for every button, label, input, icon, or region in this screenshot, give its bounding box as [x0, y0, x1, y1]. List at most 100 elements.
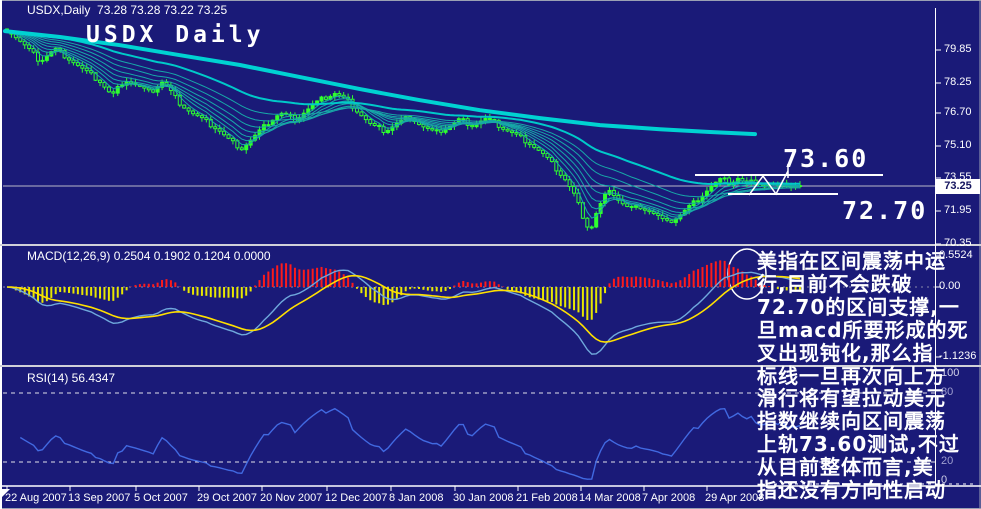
- date-label: 5 Oct 2007: [134, 492, 188, 504]
- support-level-label: 72.70: [842, 196, 928, 225]
- candle-body: [230, 137, 235, 142]
- annotation-line: 标线一旦再次向上方: [757, 363, 946, 388]
- price-tick-label: 79.85: [944, 43, 972, 55]
- candle-body: [572, 185, 577, 194]
- rsi-level-label: 80: [941, 386, 954, 398]
- annotation-line: 滑行将有望拉动美元: [757, 386, 946, 411]
- analysis-annotation-text: 美指在区间震荡中运 行,目前不会跌破 72.70的区间支撑,一 旦macd所要形成的死…: [757, 250, 981, 502]
- candle-body: [195, 113, 200, 117]
- zigzag-annotation: [748, 170, 789, 196]
- candle-body: [75, 62, 80, 66]
- candle-body: [217, 128, 222, 132]
- candle-body: [182, 104, 187, 109]
- rsi-level-label: 20: [941, 455, 954, 467]
- candle-body: [665, 218, 670, 221]
- macd-main-line: [6, 269, 801, 355]
- candle-body: [425, 126, 430, 129]
- moving-average-mid-line: [6, 30, 800, 186]
- candle-body: [487, 118, 492, 121]
- candle-body: [31, 48, 36, 53]
- current-price-tag: 73.25: [936, 179, 980, 194]
- candle-body: [208, 119, 213, 128]
- resistance-level-label: 73.60: [783, 144, 869, 173]
- candle-body: [549, 156, 554, 162]
- candle-body: [385, 129, 390, 134]
- candle-body: [523, 135, 528, 144]
- candle-body: [461, 118, 466, 121]
- candle-body: [204, 117, 209, 121]
- date-label: 22 Aug 2007: [5, 492, 67, 504]
- candle-body: [67, 57, 72, 61]
- candle-body: [625, 203, 630, 207]
- candle-body: [501, 126, 506, 130]
- date-label: 30 Jan 2008: [453, 492, 514, 504]
- rsi-line: [19, 407, 801, 480]
- candle-body: [390, 126, 395, 131]
- date-label: 13 Sep 2007: [68, 492, 131, 504]
- candle-body: [527, 142, 532, 146]
- annotation-line: 指数继续向区间震荡: [757, 409, 946, 434]
- moving-average-line: [6, 31, 800, 210]
- candle-body: [704, 190, 709, 197]
- candle-body: [368, 119, 373, 124]
- candle-body: [332, 92, 337, 97]
- moving-average-line: [6, 31, 800, 214]
- date-label: 20 Nov 2007: [260, 492, 323, 504]
- candle-body: [191, 110, 196, 115]
- candle-body: [696, 200, 701, 203]
- macd-tick-label: 0.5524: [939, 249, 973, 261]
- candle-body: [709, 185, 714, 192]
- candle-body: [89, 70, 94, 74]
- candle-body: [98, 79, 103, 83]
- candle-body: [629, 205, 634, 208]
- date-label: 12 Dec 2007: [325, 492, 388, 504]
- candle-body: [372, 122, 377, 126]
- annotation-line: 从目前整体而言,美: [757, 455, 934, 480]
- candle-body: [323, 96, 328, 100]
- candle-body: [545, 152, 550, 158]
- candle-body: [102, 81, 107, 88]
- moving-average-line: [6, 31, 800, 198]
- date-label: 8 Jan 2008: [389, 492, 444, 504]
- candle-body: [222, 130, 227, 136]
- candle-body: [718, 178, 723, 183]
- candle-body: [536, 146, 541, 151]
- macd-tick-label: 0.00: [939, 280, 961, 292]
- candle-body: [607, 189, 612, 195]
- candle-body: [594, 212, 599, 228]
- candle-body: [80, 64, 85, 69]
- price-tick-label: 71.95: [944, 204, 972, 216]
- candle-body: [722, 177, 727, 180]
- candle-body: [266, 124, 271, 127]
- candle-body: [651, 211, 656, 214]
- scroll-left-indicator-icon: [2, 489, 10, 497]
- candle-body: [727, 177, 732, 186]
- macd-indicator-label: MACD(12,26,9) 0.2504 0.1902 0.1204 0.000…: [27, 249, 271, 263]
- candle-body: [558, 170, 563, 176]
- date-label: 29 Apr 2008: [705, 492, 765, 504]
- candle-body: [576, 192, 581, 204]
- rsi-tick-label: 100: [941, 367, 960, 379]
- price-tick-label: 78.25: [944, 76, 972, 88]
- candle-body: [177, 95, 182, 106]
- annotation-line: 旦macd所要形成的死: [757, 317, 969, 342]
- candle-body: [160, 81, 165, 88]
- candle-body: [275, 115, 280, 121]
- candle-body: [541, 149, 546, 154]
- date-label: 14 Mar 2008: [579, 492, 641, 504]
- date-label: 21 Feb 2008: [516, 492, 578, 504]
- candle-body: [111, 91, 116, 94]
- moving-average-line: [6, 31, 800, 220]
- candle-body: [589, 226, 594, 229]
- candle-body: [213, 126, 218, 130]
- candle-body: [470, 124, 475, 128]
- date-label: 29 Oct 2007: [197, 492, 257, 504]
- candle-body: [735, 177, 740, 183]
- date-label: 7 Apr 2008: [642, 492, 696, 504]
- candle-body: [186, 107, 191, 112]
- annotation-line: 叉出现钝化,那么指: [757, 340, 934, 365]
- macd-cross-circle-annotation: [727, 248, 767, 300]
- candle-body: [319, 96, 324, 102]
- moving-average-long-line: [3, 29, 757, 137]
